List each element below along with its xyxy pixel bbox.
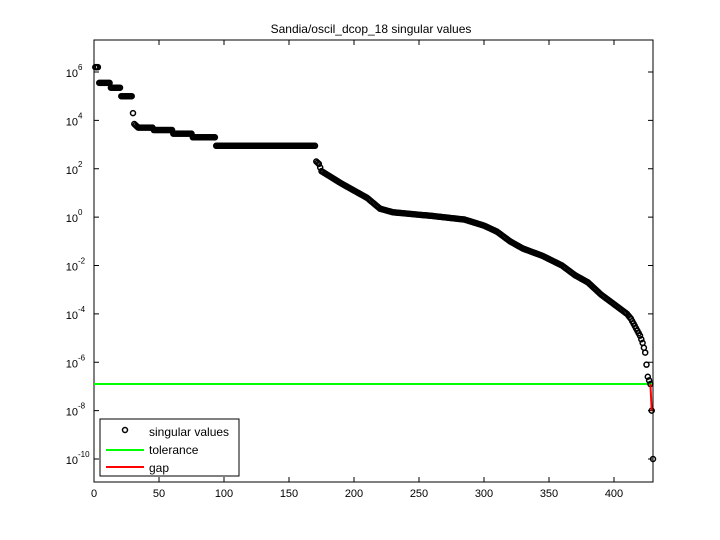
singular-value-point bbox=[128, 92, 135, 100]
gap-segment bbox=[649, 383, 653, 411]
x-tick-label: 350 bbox=[540, 488, 558, 500]
x-axis: 0 50 100 150 200 250 300 350 400 bbox=[91, 40, 623, 500]
x-tick-label: 0 bbox=[91, 488, 97, 500]
y-tick-label-exponent: 0 bbox=[78, 208, 83, 217]
legend: singular values tolerance gap bbox=[99, 418, 240, 477]
singular-value-point bbox=[636, 332, 644, 339]
y-tick-label-base: 10 bbox=[66, 310, 78, 322]
singular-value-point bbox=[314, 159, 321, 166]
y-tick-label-exponent: -4 bbox=[78, 305, 86, 314]
legend-label-tolerance: tolerance bbox=[149, 443, 199, 457]
singular-value-point bbox=[116, 84, 124, 91]
x-tick-label: 250 bbox=[410, 488, 428, 500]
chart-title: Sandia/oscil_dcop_18 singular values bbox=[271, 22, 472, 36]
y-tick-label-exponent: -6 bbox=[78, 353, 86, 362]
singular-value-point bbox=[211, 134, 219, 141]
plot-area: 0 50 100 150 200 250 300 350 400 10610410210010-… bbox=[66, 39, 657, 500]
y-tick-label-base: 10 bbox=[66, 455, 78, 467]
x-tick-label: 200 bbox=[345, 488, 363, 500]
x-tick-label: 100 bbox=[215, 488, 233, 500]
y-tick-label-exponent: -10 bbox=[78, 450, 90, 459]
y-tick-label-base: 10 bbox=[66, 68, 78, 80]
legend-label-singular-values: singular values bbox=[149, 425, 229, 439]
y-tick-label-base: 10 bbox=[66, 165, 78, 177]
singular-value-point bbox=[643, 361, 650, 368]
y-tick-label-base: 10 bbox=[66, 213, 78, 225]
legend-marker-icon bbox=[121, 426, 129, 434]
y-tick-label-exponent: -8 bbox=[78, 402, 86, 411]
y-tick-label-base: 10 bbox=[66, 358, 78, 370]
y-tick-label-exponent: 6 bbox=[78, 63, 83, 72]
y-tick-label-exponent: 2 bbox=[78, 160, 83, 169]
x-tick-label: 300 bbox=[475, 488, 493, 500]
singular-value-point bbox=[311, 142, 319, 150]
axes-box bbox=[93, 39, 654, 483]
gap-line bbox=[649, 383, 653, 411]
legend-label-gap: gap bbox=[149, 461, 169, 475]
singular-value-point bbox=[638, 336, 645, 343]
y-tick-label-base: 10 bbox=[66, 407, 78, 419]
y-tick-label-exponent: -2 bbox=[78, 257, 86, 266]
x-tick-label: 50 bbox=[153, 488, 165, 500]
singular-value-point bbox=[644, 373, 652, 381]
y-tick-label-base: 10 bbox=[66, 116, 78, 128]
y-tick-label-base: 10 bbox=[66, 262, 78, 274]
y-tick-label-exponent: 4 bbox=[78, 111, 83, 120]
singular-value-point bbox=[645, 377, 653, 384]
singular-value-point bbox=[315, 160, 323, 168]
singular-value-point bbox=[129, 109, 137, 117]
singular-values-series bbox=[92, 63, 657, 463]
singular-value-point bbox=[641, 349, 649, 356]
singular-value-point bbox=[94, 63, 102, 71]
x-tick-label: 150 bbox=[280, 488, 298, 500]
singular-value-point bbox=[649, 455, 657, 463]
x-tick-label: 400 bbox=[605, 488, 623, 500]
